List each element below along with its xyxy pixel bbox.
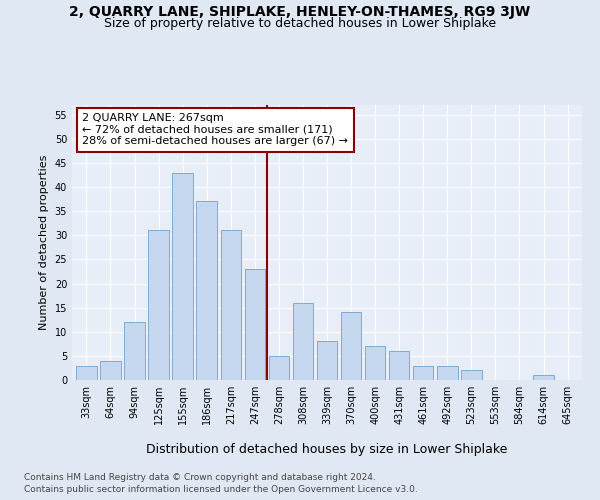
Bar bbox=[245, 269, 265, 380]
Bar bbox=[269, 356, 289, 380]
Bar bbox=[341, 312, 361, 380]
Bar bbox=[365, 346, 385, 380]
Bar bbox=[437, 366, 458, 380]
Y-axis label: Number of detached properties: Number of detached properties bbox=[39, 155, 49, 330]
Bar bbox=[293, 303, 313, 380]
Bar bbox=[100, 360, 121, 380]
Bar bbox=[172, 172, 193, 380]
Text: Size of property relative to detached houses in Lower Shiplake: Size of property relative to detached ho… bbox=[104, 18, 496, 30]
Text: Contains public sector information licensed under the Open Government Licence v3: Contains public sector information licen… bbox=[24, 485, 418, 494]
Bar bbox=[389, 351, 409, 380]
Text: Distribution of detached houses by size in Lower Shiplake: Distribution of detached houses by size … bbox=[146, 442, 508, 456]
Bar bbox=[148, 230, 169, 380]
Bar bbox=[317, 342, 337, 380]
Bar bbox=[124, 322, 145, 380]
Bar bbox=[76, 366, 97, 380]
Bar bbox=[221, 230, 241, 380]
Text: Contains HM Land Registry data © Crown copyright and database right 2024.: Contains HM Land Registry data © Crown c… bbox=[24, 472, 376, 482]
Bar bbox=[413, 366, 433, 380]
Text: 2, QUARRY LANE, SHIPLAKE, HENLEY-ON-THAMES, RG9 3JW: 2, QUARRY LANE, SHIPLAKE, HENLEY-ON-THAM… bbox=[70, 5, 530, 19]
Bar bbox=[461, 370, 482, 380]
Bar bbox=[533, 375, 554, 380]
Text: 2 QUARRY LANE: 267sqm
← 72% of detached houses are smaller (171)
28% of semi-det: 2 QUARRY LANE: 267sqm ← 72% of detached … bbox=[82, 114, 348, 146]
Bar bbox=[196, 202, 217, 380]
